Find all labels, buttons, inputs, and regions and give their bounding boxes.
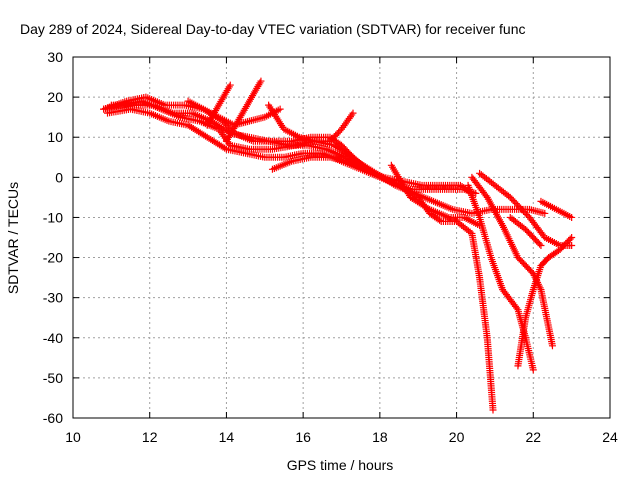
data-point <box>521 209 529 217</box>
x-axis-label: GPS time / hours <box>287 457 394 473</box>
data-point <box>520 207 528 215</box>
series-track-g <box>203 81 234 129</box>
x-tick-label: 16 <box>295 429 311 445</box>
data-point <box>489 406 497 414</box>
data-point <box>506 193 514 201</box>
data-point <box>518 206 526 214</box>
series-track-c <box>104 105 497 414</box>
x-tick-label: 14 <box>219 429 235 445</box>
y-tick-label: 10 <box>47 129 63 145</box>
data-point <box>509 196 517 204</box>
data-point <box>436 216 444 224</box>
x-tick-label: 10 <box>65 429 81 445</box>
data-point <box>508 195 516 203</box>
data-marks <box>100 77 576 414</box>
x-tick-label: 18 <box>372 429 388 445</box>
y-tick-label: 20 <box>47 89 63 105</box>
plot-frame <box>72 56 611 419</box>
y-tick-label: 0 <box>55 169 63 185</box>
data-point <box>568 213 576 221</box>
y-tick-label: 30 <box>47 49 63 65</box>
data-point <box>522 210 530 218</box>
y-tick-label: -60 <box>43 410 63 426</box>
y-tick-label: -20 <box>43 250 63 266</box>
data-point <box>513 304 521 312</box>
series-track-i <box>268 153 388 181</box>
data-point <box>257 77 265 85</box>
data-point <box>568 242 576 250</box>
series-track-e <box>184 97 284 129</box>
data-point <box>566 235 574 243</box>
series-track-p <box>537 197 576 221</box>
x-tick-label: 22 <box>525 429 541 445</box>
series-track-h <box>265 101 357 145</box>
data-point <box>514 201 522 209</box>
chart-title: Day 289 of 2024, Sidereal Day-to-day VTE… <box>20 21 526 37</box>
data-point <box>536 240 544 248</box>
data-point <box>349 109 357 117</box>
data-point <box>515 203 523 211</box>
data-point <box>276 105 284 113</box>
x-axis-ticks: 10 12 14 16 18 20 22 24 <box>65 57 618 445</box>
grid-lines <box>73 57 610 418</box>
series-track-o <box>506 213 545 250</box>
data-point <box>482 192 490 200</box>
data-point <box>529 366 537 374</box>
series-track-f <box>222 77 265 145</box>
data-point <box>537 242 545 250</box>
data-point <box>512 200 520 208</box>
series-track-k <box>468 173 556 350</box>
data-point <box>568 234 576 241</box>
y-tick-label: -10 <box>43 209 63 225</box>
y-tick-label: -40 <box>43 330 63 346</box>
series-track-m <box>464 181 537 374</box>
data-point <box>517 204 525 212</box>
series-track-n <box>514 234 576 370</box>
data-point <box>226 81 234 89</box>
series-track-d <box>107 101 476 197</box>
x-tick-label: 24 <box>602 429 618 445</box>
y-tick-label: -30 <box>43 290 63 306</box>
x-tick-label: 20 <box>449 429 465 445</box>
y-axis-label: SDTVAR / TECUs <box>5 182 21 294</box>
data-point <box>380 173 388 181</box>
data-point <box>541 209 549 217</box>
data-point <box>548 342 556 350</box>
data-point <box>511 198 519 206</box>
y-tick-label: -50 <box>43 370 63 386</box>
series-track-j <box>387 161 484 229</box>
y-axis-ticks: -60 -50 -40 -30 -20 -10 0 10 20 30 <box>43 49 610 426</box>
x-tick-label: 12 <box>142 429 158 445</box>
